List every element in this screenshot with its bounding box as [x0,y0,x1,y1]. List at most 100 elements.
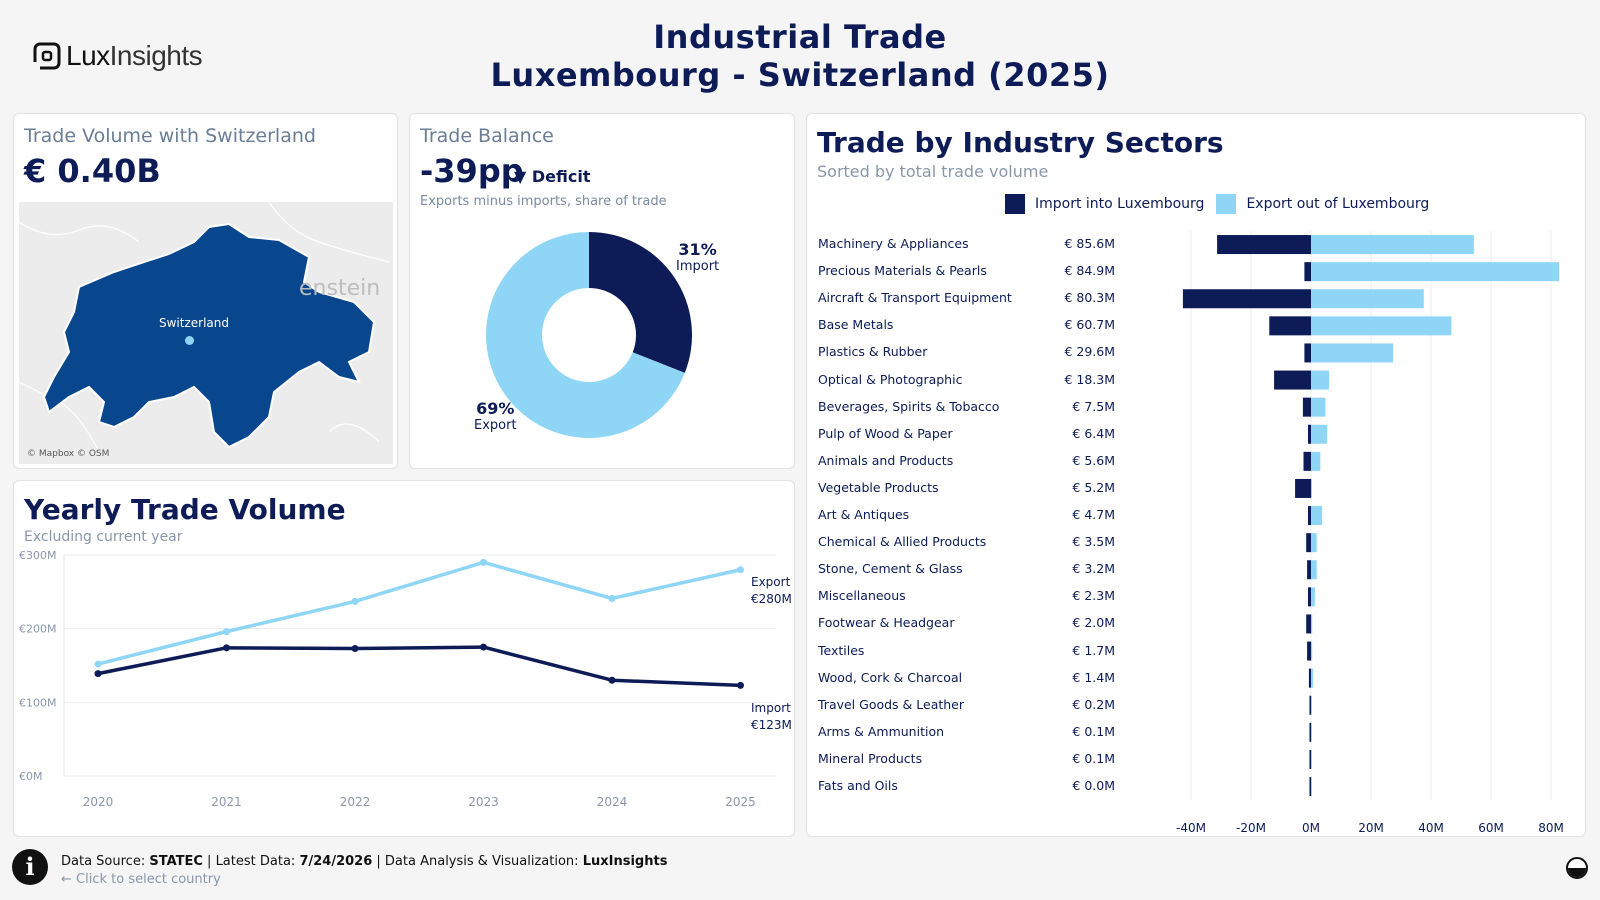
yearly-export-point[interactable] [737,566,744,574]
yearly-export-point[interactable] [223,628,230,636]
sector-row[interactable]: Stone, Cement & Glass € 3.2M [807,556,1587,583]
legend-export[interactable]: Export out of Luxembourg [1216,194,1429,214]
logo: LuxInsights [33,40,203,72]
trade-balance-value: -39pp [420,152,524,190]
yearly-y-tick: €300M [19,549,57,562]
sector-row[interactable]: Precious Materials & Pearls € 84.9M [807,258,1587,285]
sector-row[interactable]: Wood, Cork & Charcoal € 1.4M [807,665,1587,692]
legend-import[interactable]: Import into Luxembourg [1005,194,1204,214]
sector-row[interactable]: Textiles € 1.7M [807,638,1587,665]
sector-row[interactable]: Fats and Oils € 0.0M [807,773,1587,800]
donut-slice-import[interactable] [589,232,692,373]
yearly-export-point[interactable] [351,597,359,605]
trade-balance-subtitle: Exports minus imports, share of trade [420,194,667,209]
yearly-subtitle: Excluding current year [24,529,183,545]
yearly-x-tick: 2022 [340,795,371,809]
country-map[interactable]: enstein Switzerland © Mapbox © OSM [19,202,393,464]
yearly-import-point[interactable] [480,643,487,651]
sector-total: € 7.5M [1072,398,1115,414]
yearly-import-point[interactable] [737,681,744,689]
sector-total: € 0.1M [1072,723,1115,739]
trade-volume-card: Trade Volume with Switzerland € 0.40B en… [13,113,398,469]
theme-toggle-icon[interactable] [1566,857,1588,879]
yearly-export-point[interactable] [94,660,102,668]
page-title-line2: Luxembourg - Switzerland (2025) [490,56,1110,94]
sector-total: € 1.4M [1072,669,1115,685]
sector-total: € 6.4M [1072,425,1115,441]
donut-export-label: 69% Export [474,399,517,433]
import-end-value: €123M [751,718,792,732]
sector-total: € 29.6M [1064,344,1115,360]
legend-import-swatch [1005,194,1025,214]
sector-total: € 0.2M [1072,696,1115,712]
sector-row[interactable]: Machinery & Appliances € 85.6M [807,231,1587,258]
export-end-value: €280M [751,592,792,606]
sector-row[interactable]: Chemical & Allied Products € 3.5M [807,529,1587,556]
sector-total: € 0.1M [1072,750,1115,766]
sector-row[interactable]: Vegetable Products € 5.2M [807,475,1587,502]
sector-name: Chemical & Allied Products [818,534,987,550]
sector-name: Vegetable Products [818,479,939,495]
sector-name: Travel Goods & Leather [818,696,965,712]
sectors-legend: Import into Luxembourg Export out of Lux… [1005,194,1441,214]
map-country-marker[interactable] [185,336,194,345]
info-icon[interactable]: i [12,849,48,885]
sector-row[interactable]: Aircraft & Transport Equipment € 80.3M [807,285,1587,312]
sector-row[interactable]: Pulp of Wood & Paper € 6.4M [807,421,1587,448]
sector-x-tick: 60M [1478,821,1504,835]
sector-name: Pulp of Wood & Paper [818,425,953,441]
sector-row[interactable]: Footwear & Headgear € 2.0M [807,610,1587,637]
sector-row[interactable]: Beverages, Spirits & Tobacco € 7.5M [807,394,1587,421]
sector-total: € 0.0M [1072,778,1115,793]
yearly-import-point[interactable] [608,676,616,684]
sector-name: Fats and Oils [818,778,898,793]
sector-total: € 60.7M [1064,317,1115,333]
sector-name: Footwear & Headgear [818,615,955,631]
sector-name: Art & Antiques [818,507,910,522]
yearly-export-point[interactable] [480,558,487,566]
donut-import-label: 31% Import [676,240,719,274]
sector-total: € 84.9M [1064,263,1115,279]
sector-row[interactable]: Mineral Products € 0.1M [807,746,1587,773]
donut-export-name: Export [474,418,517,433]
sector-row[interactable]: Miscellaneous € 2.3M [807,583,1587,610]
sector-name: Beverages, Spirits & Tobacco [818,398,1000,414]
donut-import-pct: 31% [678,240,717,259]
donut-slice-export[interactable] [486,232,685,438]
map-credit: © Mapbox © OSM [27,449,110,459]
sector-row[interactable]: Travel Goods & Leather € 0.2M [807,692,1587,719]
sector-row[interactable]: Plastics & Rubber € 29.6M [807,339,1587,366]
trade-volume-label: Trade Volume with Switzerland [24,125,316,147]
logo-icon [33,42,61,70]
yearly-import-point[interactable] [94,670,102,678]
sector-x-tick: 80M [1538,821,1564,835]
sector-name: Base Metals [818,317,894,333]
sector-name: Textiles [818,642,865,658]
sector-x-tick: 40M [1418,821,1444,835]
trade-balance-donut [486,232,692,438]
sector-x-tick: -40M [1176,821,1206,835]
yearly-export-point[interactable] [608,594,616,602]
donut-import-name: Import [676,259,720,274]
yearly-title: Yearly Trade Volume [24,493,346,526]
import-end-name: Import [751,701,791,715]
yearly-import-point[interactable] [223,644,230,652]
sector-total: € 2.3M [1072,588,1115,604]
yearly-export-line[interactable] [97,560,741,666]
footer-hint[interactable]: ← Click to select country [61,872,221,887]
sector-row[interactable]: Arms & Ammunition € 0.1M [807,719,1587,746]
sector-row[interactable]: Art & Antiques € 4.7M [807,502,1587,529]
sector-total: € 1.7M [1072,642,1115,658]
sector-row[interactable]: Base Metals € 60.7M [807,312,1587,339]
page-title: Industrial Trade Luxembourg - Switzerlan… [0,18,1600,94]
sector-row[interactable]: Optical & Photographic € 18.3M [807,367,1587,394]
footer-source: STATEC [149,854,203,869]
switzerland-shape[interactable] [42,222,376,449]
sector-name: Arms & Ammunition [818,723,945,739]
sector-total: € 5.6M [1072,452,1115,468]
donut-export-pct: 69% [476,399,515,418]
yearly-import-line[interactable] [97,645,741,688]
yearly-import-point[interactable] [351,645,359,653]
sector-name: Wood, Cork & Charcoal [818,669,963,685]
sector-row[interactable]: Animals and Products € 5.6M [807,448,1587,475]
